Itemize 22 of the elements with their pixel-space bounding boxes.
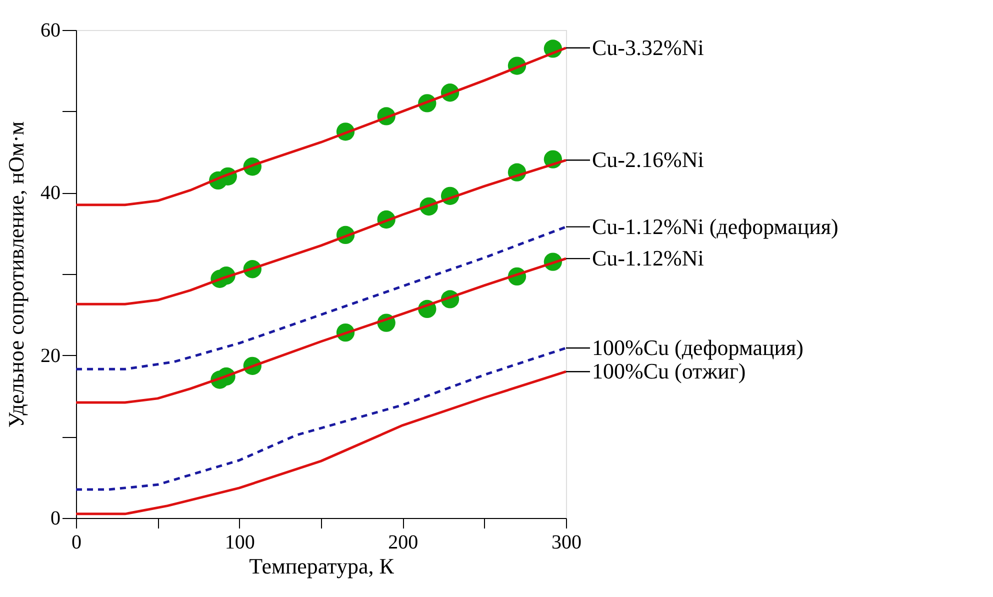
line-series	[74, 257, 568, 404]
line-series	[74, 226, 568, 370]
series-label: Cu-1.12%Ni	[592, 246, 704, 271]
x-tick-label: 300	[552, 532, 582, 554]
y-tick-label: 0	[50, 508, 60, 530]
line-series	[74, 158, 568, 306]
y-axis-title: Удельное сопротивление, нОм·м	[4, 121, 28, 428]
x-tick-label: 200	[388, 532, 418, 554]
series-label: 100%Cu (отжиг)	[592, 358, 746, 384]
line-series	[74, 346, 568, 491]
line-series	[74, 370, 568, 516]
line-series	[74, 46, 568, 206]
x-axis-title: Температура, К	[249, 554, 394, 578]
series-label: 100%Cu (деформация)	[592, 335, 804, 360]
y-tick-label: 40	[40, 182, 60, 204]
series-label: Cu-2.16%Ni	[592, 147, 704, 172]
x-tick-label: 0	[72, 532, 82, 554]
series-label: Cu-1.12%Ni (деформация)	[592, 214, 838, 239]
y-tick-label: 60	[40, 20, 60, 42]
y-tick-label: 20	[40, 344, 60, 367]
x-tick-label: 100	[224, 532, 255, 554]
series-label: Cu-3.32%Ni	[592, 34, 704, 60]
